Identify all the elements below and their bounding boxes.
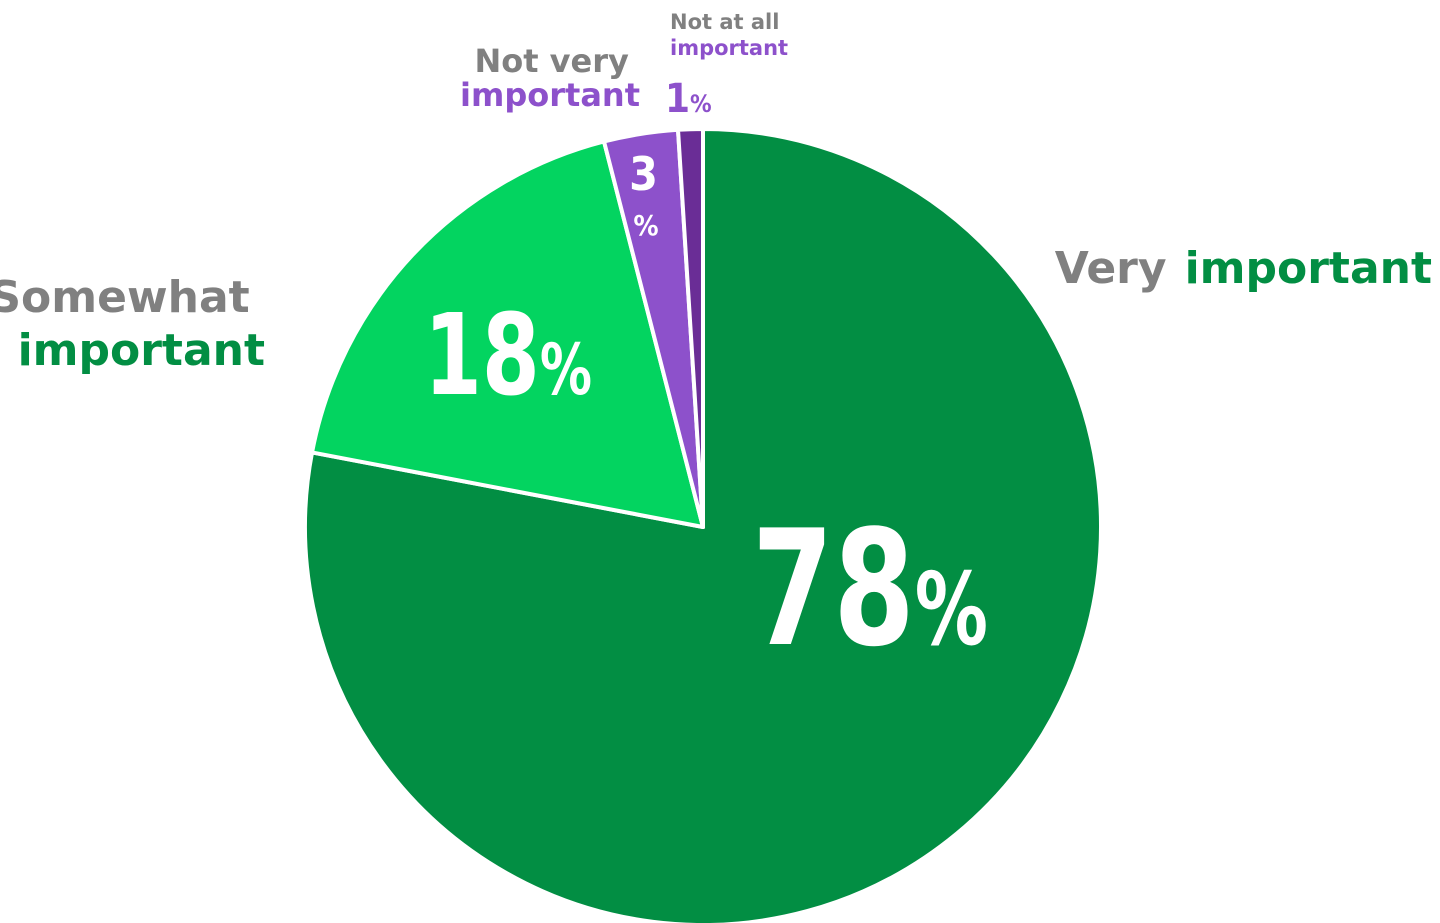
value-very-important: 78 (752, 495, 915, 682)
label-not-very-important-prefix: Not very (474, 42, 629, 80)
value-label-not-at-all-important: 1% (665, 76, 712, 122)
value-label-very-important: 78% (752, 495, 988, 682)
label-not-at-all-important-prefix: Not at all (670, 10, 779, 34)
label-somewhat-important: Somewhat important (0, 272, 265, 376)
pie-slice-somewhat-important (310, 139, 705, 529)
label-somewhat-important-main: important (18, 325, 265, 376)
percent-sign: % (633, 209, 658, 242)
pie-slices (303, 127, 1103, 923)
value-label-not-very-important: 3 % (629, 147, 663, 242)
label-very-important: Very important (1055, 243, 1432, 294)
value-somewhat-important: 18 (424, 291, 540, 421)
value-not-at-all-important: 1 (665, 76, 690, 122)
value-label-somewhat-important: 18% (424, 291, 592, 421)
label-somewhat-important-prefix: Somewhat (0, 272, 250, 323)
label-very-important-main: important (1185, 243, 1432, 294)
pie-slice-not-at-all-important (676, 127, 705, 529)
percent-sign: % (540, 329, 592, 411)
label-not-very-important: Not very important (460, 42, 640, 114)
percent-sign: % (915, 551, 988, 668)
value-not-very-important: 3 (629, 147, 658, 201)
label-not-at-all-important-main: important (670, 36, 788, 60)
label-very-important-prefix: Very (1055, 243, 1167, 294)
label-not-at-all-important: Not at all important (670, 10, 788, 60)
label-not-very-important-main: important (460, 76, 640, 114)
percent-sign: % (690, 90, 712, 118)
